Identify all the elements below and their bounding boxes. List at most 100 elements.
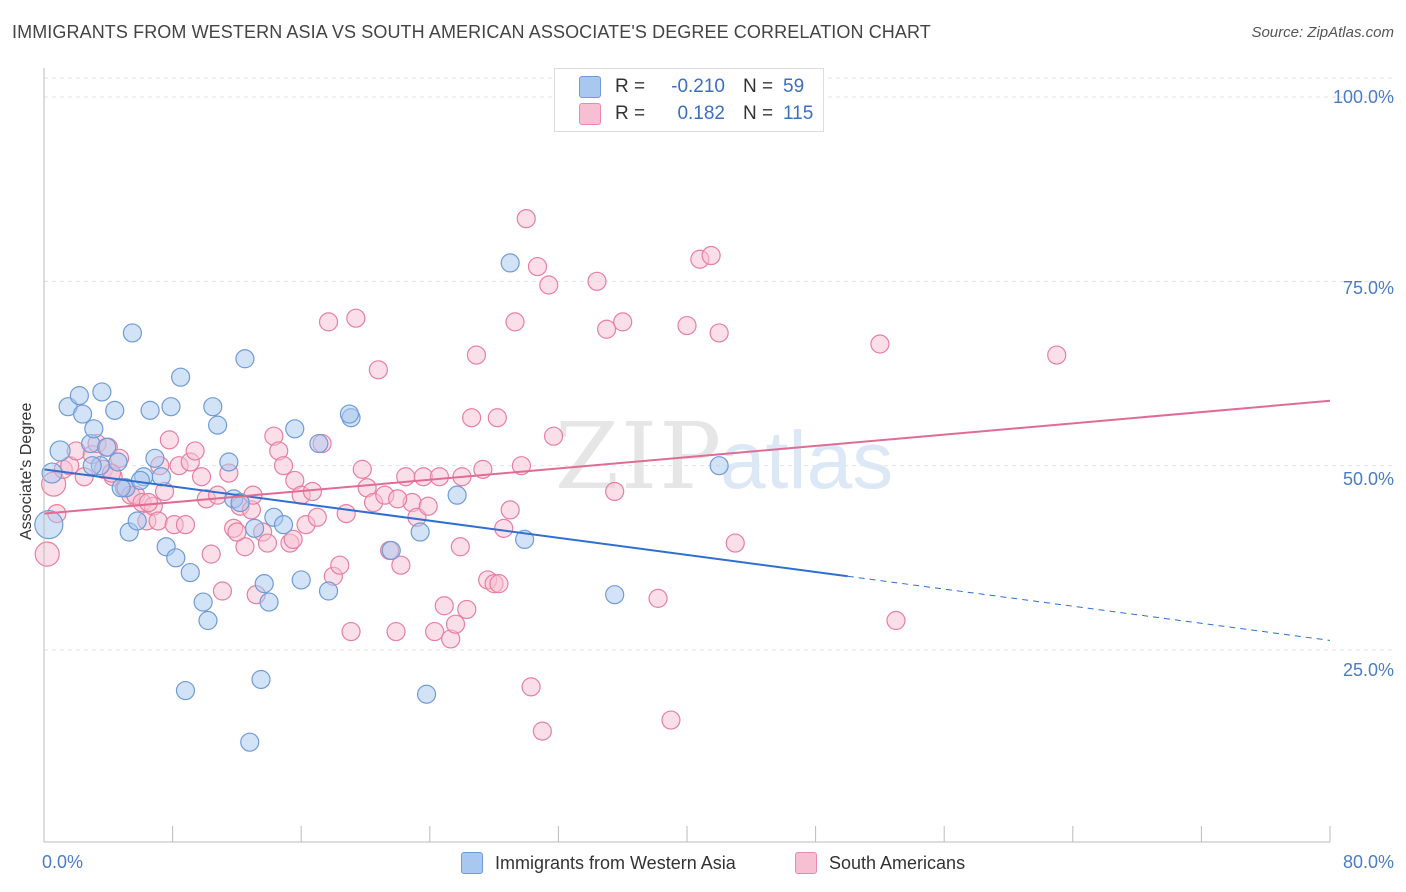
western-asia-point-37 [251, 669, 271, 690]
western-asia-point-24 [171, 367, 191, 387]
legend-row-western-asia: R = -0.210 N = 59 [579, 75, 804, 99]
south-americans-point-55 [346, 308, 366, 328]
western-asia-point-4 [69, 386, 89, 406]
south-americans-point-108 [388, 489, 408, 509]
legend-n-label: N = [743, 103, 774, 124]
south-americans-point-19 [148, 511, 168, 531]
south-americans-point-89 [532, 721, 552, 741]
trend-south-americans [43, 399, 1331, 515]
source-label: Source: ZipAtlas.com [1251, 24, 1394, 41]
south-americans-point-82 [494, 518, 514, 538]
stats-legend: R = -0.210 N = 59 R = 0.182 N = 115 [554, 68, 824, 132]
south-americans-point-75 [457, 599, 477, 620]
south-americans-point-106 [487, 408, 507, 428]
western-asia-point-1 [41, 462, 63, 484]
western-asia-point-58 [82, 456, 102, 476]
south-americans-point-39 [257, 533, 278, 553]
legend-row-south-americans: R = 0.182 N = 115 [579, 102, 813, 126]
south-americans-point-56 [352, 459, 372, 479]
south-americans-point-71 [434, 596, 454, 616]
south-americans-point-100 [701, 245, 721, 266]
western-asia-point-27 [193, 592, 213, 612]
legend-label-western-asia: Immigrants from Western Asia [495, 852, 736, 873]
series-legend: Immigrants from Western Asia South Ameri… [0, 852, 1406, 878]
x-tick-max: 80.0% [1342, 852, 1394, 872]
y-tick-75: 75.0% [1342, 278, 1394, 298]
western-asia-point-38 [254, 574, 274, 594]
south-americans-point-67 [413, 467, 433, 487]
western-asia-point-57 [111, 478, 131, 498]
legend-n-value: 115 [783, 103, 814, 124]
south-americans-point-86 [516, 209, 536, 229]
south-americans-point-62 [386, 621, 406, 642]
western-asia-point-31 [219, 452, 239, 472]
western-asia-point-19 [145, 448, 165, 468]
western-asia-point-10 [97, 437, 117, 457]
south-americans-point-96 [648, 588, 668, 608]
legend-n-label: N = [743, 76, 774, 97]
chart-title: IMMIGRANTS FROM WESTERN ASIA VS SOUTH AM… [12, 22, 931, 42]
y-tick-100: 100.0% [1332, 87, 1394, 107]
south-americans-point-103 [870, 334, 890, 354]
western-asia-point-22 [161, 397, 181, 417]
south-americans-point-85 [511, 456, 532, 476]
series-south-americans [34, 209, 1067, 741]
x-tick-min: 0.0% [42, 852, 84, 872]
south-americans-point-52 [330, 555, 350, 575]
western-asia-point-51 [500, 253, 520, 273]
south-americans-point-113 [138, 492, 159, 513]
legend-label-south-americans: South Americans [829, 852, 966, 873]
south-americans-point-92 [587, 271, 607, 291]
western-asia-point-11 [105, 400, 125, 420]
y-tick-25: 25.0% [1342, 660, 1394, 680]
legend-swatch-blue [579, 76, 601, 98]
western-asia-point-30 [208, 415, 228, 435]
western-asia-point-47 [381, 540, 401, 561]
western-asia-point-9 [92, 382, 112, 402]
south-americans-point-87 [521, 677, 541, 697]
south-americans-point-30 [208, 485, 228, 505]
south-americans-point-59 [368, 360, 388, 380]
legend-n-value: 59 [783, 76, 805, 97]
western-asia-point-20 [151, 467, 171, 487]
legend-swatch-pink [795, 852, 817, 874]
trend-western-asia [43, 468, 848, 578]
western-asia-point-55 [339, 404, 360, 424]
trend-western-asia-projection [847, 575, 1331, 641]
south-americans-point-81 [489, 574, 509, 594]
south-americans-point-77 [466, 345, 487, 365]
south-americans-point-102 [725, 533, 745, 553]
western-asia-point-7 [84, 419, 104, 439]
western-asia-point-42 [285, 419, 305, 439]
western-asia-point-45 [318, 581, 339, 601]
western-asia-point-25 [175, 680, 196, 701]
south-americans-point-0 [34, 541, 60, 567]
legend-swatch-pink [579, 103, 601, 125]
western-asia-point-5 [72, 404, 93, 424]
south-americans-point-70 [429, 467, 450, 487]
western-asia-point-53 [605, 585, 625, 605]
south-americans-point-111 [227, 522, 247, 542]
western-asia-point-48 [410, 522, 430, 542]
western-asia-point-43 [291, 570, 311, 590]
south-americans-point-48 [307, 507, 327, 527]
western-asia-point-26 [180, 562, 200, 583]
south-americans-point-84 [505, 312, 525, 332]
western-asia-point-28 [198, 610, 218, 631]
south-americans-point-63 [391, 555, 411, 575]
south-americans-point-90 [539, 275, 559, 295]
legend-r-value: -0.210 [671, 76, 725, 97]
south-americans-point-29 [201, 544, 221, 564]
south-americans-point-24 [175, 515, 196, 535]
south-americans-point-53 [336, 503, 356, 524]
western-asia-point-36 [244, 518, 265, 538]
western-asia-point-50 [447, 485, 467, 505]
western-asia-point-33 [230, 492, 250, 513]
south-americans-point-105 [1047, 345, 1067, 365]
series-western-asia [34, 253, 729, 752]
western-asia-point-44 [309, 433, 329, 454]
south-americans-point-68 [418, 496, 438, 516]
south-americans-point-26 [185, 441, 205, 461]
south-americans-point-88 [527, 256, 548, 277]
